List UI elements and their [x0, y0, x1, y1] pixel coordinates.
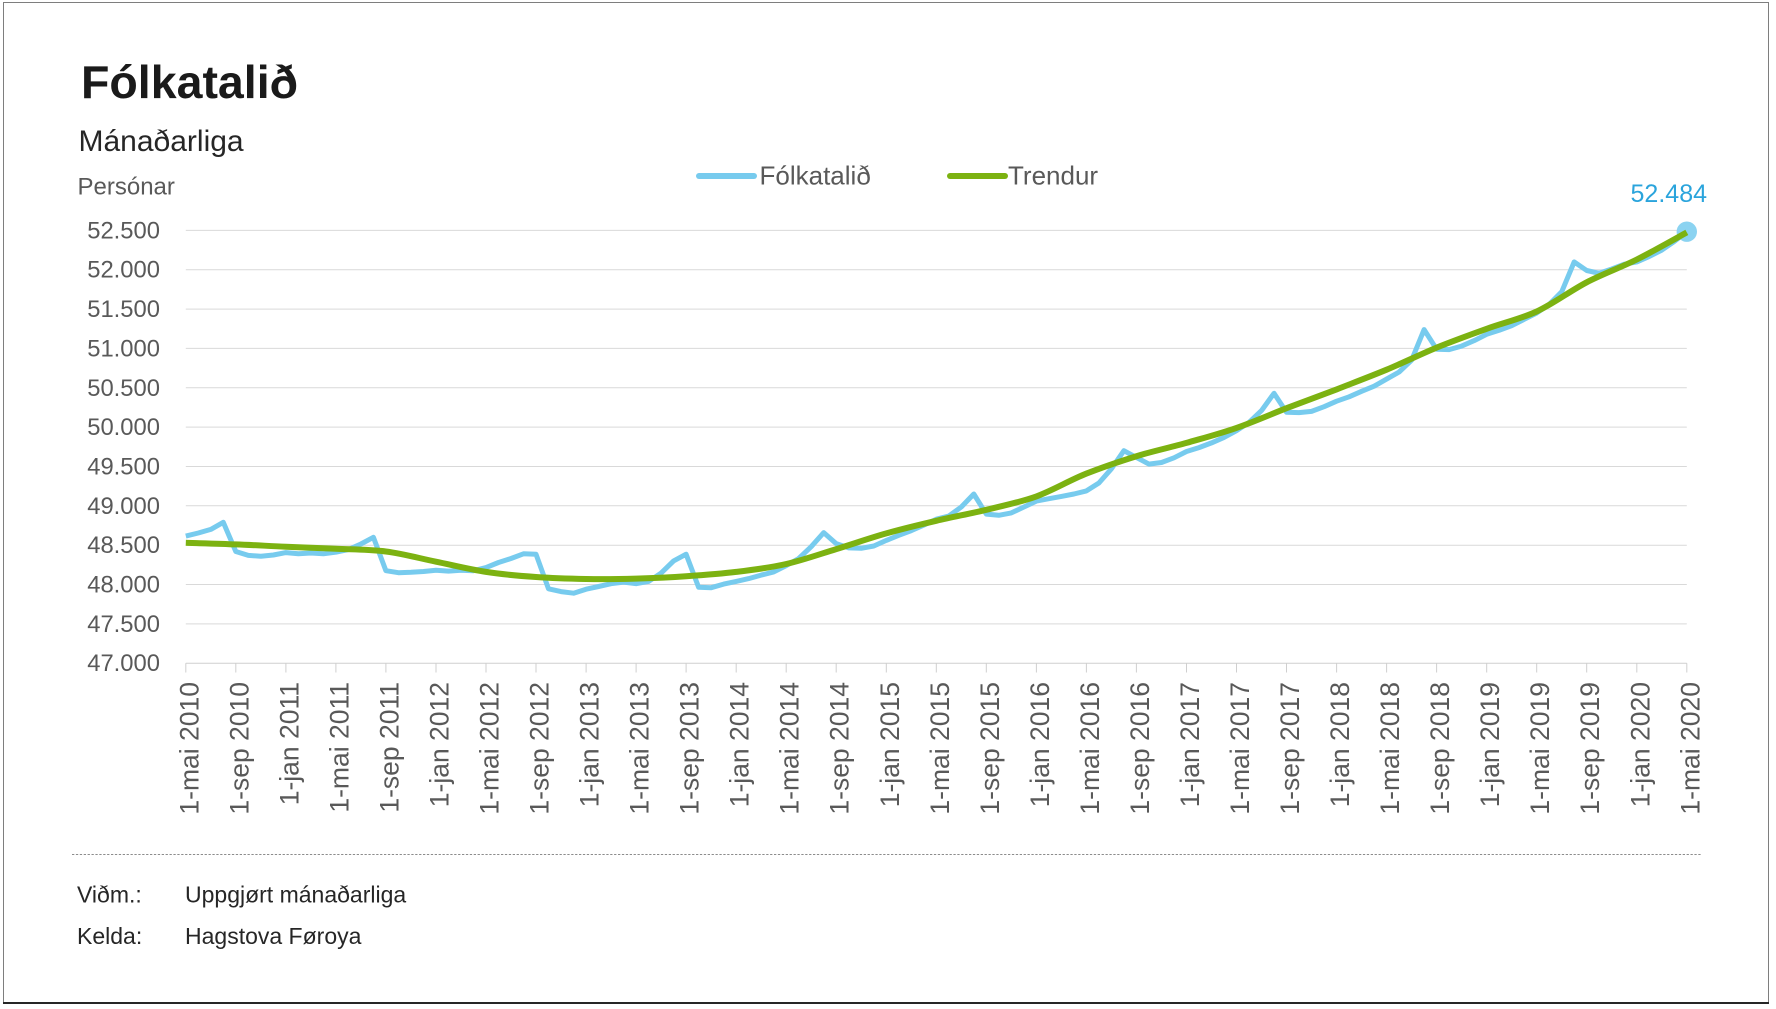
- svg-text:Uppgjørt mánaðarliga: Uppgjørt mánaðarliga: [185, 882, 406, 908]
- svg-text:1-mai 2017: 1-mai 2017: [1225, 682, 1255, 815]
- svg-text:51.000: 51.000: [87, 335, 160, 362]
- svg-text:1-jan 2013: 1-jan 2013: [575, 682, 605, 807]
- svg-text:Hagstova Føroya: Hagstova Føroya: [185, 923, 362, 949]
- svg-text:1-jan 2014: 1-jan 2014: [725, 682, 755, 807]
- svg-text:1-jan 2012: 1-jan 2012: [425, 682, 455, 807]
- svg-text:1-sep 2014: 1-sep 2014: [825, 682, 855, 815]
- svg-text:1-mai 2013: 1-mai 2013: [625, 682, 655, 815]
- svg-text:1-sep 2015: 1-sep 2015: [975, 682, 1005, 815]
- svg-text:1-jan 2011: 1-jan 2011: [274, 682, 304, 805]
- svg-text:1-mai 2015: 1-mai 2015: [925, 682, 955, 815]
- svg-text:49.000: 49.000: [87, 493, 160, 520]
- svg-text:51.500: 51.500: [87, 296, 160, 323]
- svg-text:1-jan 2016: 1-jan 2016: [1025, 682, 1055, 807]
- svg-text:Trendur: Trendur: [1008, 160, 1098, 190]
- svg-text:47.000: 47.000: [87, 650, 160, 677]
- svg-text:1-sep 2017: 1-sep 2017: [1275, 682, 1305, 815]
- svg-text:1-jan 2017: 1-jan 2017: [1175, 682, 1205, 807]
- svg-text:Persónar: Persónar: [78, 174, 175, 201]
- svg-text:1-mai 2019: 1-mai 2019: [1525, 682, 1555, 815]
- svg-text:52.000: 52.000: [87, 257, 160, 284]
- svg-text:50.000: 50.000: [87, 414, 160, 441]
- svg-text:50.500: 50.500: [87, 375, 160, 402]
- svg-text:1-sep 2018: 1-sep 2018: [1425, 682, 1455, 815]
- svg-text:1-mai 2016: 1-mai 2016: [1075, 682, 1105, 815]
- svg-text:1-sep 2010: 1-sep 2010: [224, 682, 254, 815]
- svg-text:1-sep 2013: 1-sep 2013: [675, 682, 705, 815]
- svg-text:1-sep 2012: 1-sep 2012: [525, 682, 555, 815]
- svg-text:48.000: 48.000: [87, 572, 160, 599]
- svg-text:1-mai 2012: 1-mai 2012: [475, 682, 505, 815]
- svg-text:1-mai 2020: 1-mai 2020: [1675, 682, 1705, 815]
- svg-text:49.500: 49.500: [87, 454, 160, 481]
- svg-text:1-sep 2019: 1-sep 2019: [1575, 682, 1605, 815]
- svg-text:1-mai 2018: 1-mai 2018: [1375, 682, 1405, 815]
- svg-text:Fólkatalið: Fólkatalið: [760, 160, 871, 190]
- svg-text:52.500: 52.500: [87, 217, 160, 244]
- svg-text:1-mai 2010: 1-mai 2010: [174, 682, 204, 815]
- svg-text:47.500: 47.500: [87, 611, 160, 638]
- svg-text:Kelda:: Kelda:: [77, 923, 142, 949]
- svg-text:Mánaðarliga: Mánaðarliga: [79, 125, 244, 158]
- svg-text:1-jan 2018: 1-jan 2018: [1325, 682, 1355, 807]
- svg-text:Viðm.:: Viðm.:: [77, 882, 142, 908]
- svg-text:1-jan 2015: 1-jan 2015: [875, 682, 905, 807]
- svg-text:1-sep 2016: 1-sep 2016: [1125, 682, 1155, 815]
- svg-text:48.500: 48.500: [87, 532, 160, 559]
- svg-text:Fólkatalið: Fólkatalið: [81, 56, 298, 108]
- svg-text:1-jan 2020: 1-jan 2020: [1625, 682, 1655, 807]
- svg-text:1-jan 2019: 1-jan 2019: [1475, 682, 1505, 807]
- svg-text:1-mai 2014: 1-mai 2014: [775, 682, 805, 815]
- svg-text:52.484: 52.484: [1631, 180, 1708, 208]
- svg-text:1-sep 2011: 1-sep 2011: [374, 682, 404, 813]
- svg-text:1-mai 2011: 1-mai 2011: [324, 682, 354, 813]
